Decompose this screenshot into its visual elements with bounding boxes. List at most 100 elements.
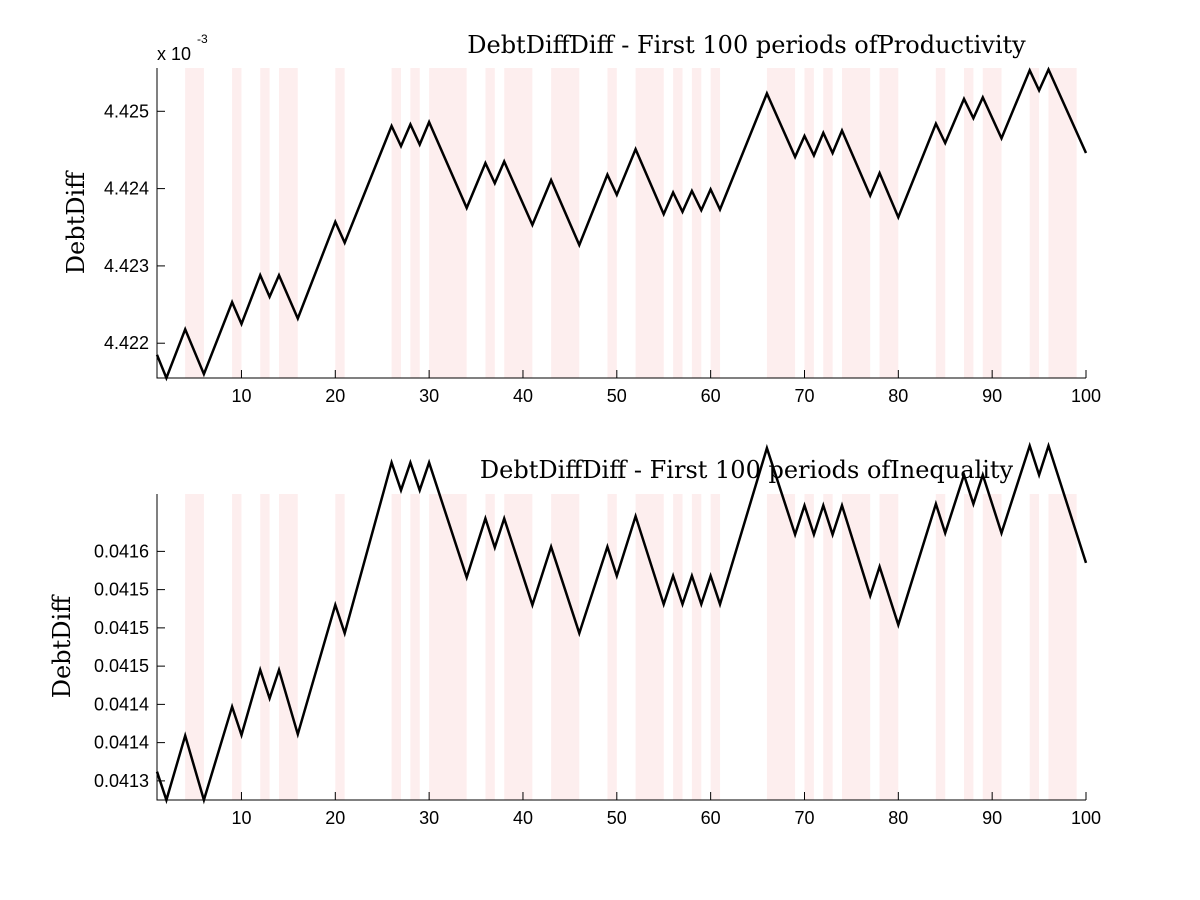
- x-tick-label: 20: [325, 386, 345, 406]
- x-tick-label: 30: [419, 808, 439, 828]
- shaded-band: [842, 494, 871, 800]
- shaded-band: [766, 68, 796, 378]
- shaded-band: [232, 494, 242, 800]
- shaded-band: [635, 68, 664, 378]
- y-axis-label: DebtDiff: [62, 170, 90, 274]
- shaded-band: [1048, 494, 1077, 800]
- y-tick-label: 4.423: [104, 256, 149, 276]
- shaded-band: [185, 494, 204, 800]
- y-tick-label: 0.0415: [94, 656, 149, 676]
- x-tick-label: 70: [794, 808, 814, 828]
- shaded-band: [551, 494, 580, 800]
- y-multiplier-label: x 10: [157, 44, 191, 64]
- shaded-band: [410, 68, 420, 378]
- shaded-band: [1048, 68, 1077, 378]
- shaded-band: [804, 68, 814, 378]
- y-tick-label: 0.0414: [94, 733, 149, 753]
- y-tick-label: 0.0415: [94, 580, 149, 600]
- shaded-band: [260, 494, 270, 800]
- productivity-panel: 10 20 30 40 50 60 70 80 90 100 4.4224.4234.4244.4…: [62, 31, 1101, 406]
- shaded-band: [185, 68, 204, 378]
- x-tick-label: 60: [701, 808, 721, 828]
- shaded-band: [551, 68, 580, 378]
- shaded-band: [964, 494, 974, 800]
- shaded-band: [335, 68, 345, 378]
- x-axis-ticks: 10 20 30 40 50 60 70 80 90 100: [231, 370, 1101, 406]
- debtdiff-series-line: [155, 66, 1088, 382]
- y-tick-label: 0.0414: [94, 694, 149, 714]
- shaded-band: [429, 494, 467, 800]
- x-tick-label: 80: [888, 808, 908, 828]
- shaded-band: [429, 68, 467, 378]
- y-tick-label: 0.0416: [94, 541, 149, 561]
- shaded-band: [504, 494, 533, 800]
- shaded-band: [804, 494, 814, 800]
- axes-box: [156, 68, 1086, 379]
- shaded-band: [1029, 68, 1040, 378]
- x-tick-label: 60: [701, 386, 721, 406]
- shaded-band: [879, 494, 899, 800]
- y-tick-label: 0.0413: [94, 771, 149, 791]
- shaded-band: [982, 68, 1002, 378]
- x-tick-label: 10: [231, 808, 251, 828]
- shaded-band: [982, 494, 1002, 800]
- shaded-band: [823, 494, 833, 800]
- shaded-bands: [185, 494, 1077, 800]
- shaded-band: [673, 68, 683, 378]
- x-tick-label: 100: [1071, 808, 1101, 828]
- x-tick-label: 40: [513, 386, 533, 406]
- y-tick-label: 4.424: [104, 179, 149, 199]
- shaded-band: [710, 494, 721, 800]
- x-tick-label: 80: [888, 386, 908, 406]
- shaded-band: [935, 494, 946, 800]
- debtdiff-series-line: [155, 441, 1088, 805]
- x-tick-label: 70: [794, 386, 814, 406]
- shaded-band: [766, 494, 796, 800]
- shaded-band: [691, 68, 702, 378]
- y-multiplier-exponent: -3: [197, 32, 208, 46]
- y-tick-label: 4.425: [104, 101, 149, 121]
- shaded-band: [278, 68, 298, 378]
- shaded-band: [260, 68, 270, 378]
- x-tick-label: 100: [1071, 386, 1101, 406]
- shaded-band: [673, 494, 683, 800]
- shaded-band: [823, 68, 833, 378]
- shaded-band: [935, 68, 946, 378]
- y-tick-label: 0.0415: [94, 618, 149, 638]
- shaded-band: [335, 494, 345, 800]
- shaded-band: [391, 68, 401, 378]
- x-tick-label: 50: [607, 808, 627, 828]
- x-tick-label: 10: [231, 386, 251, 406]
- shaded-band: [391, 494, 401, 800]
- shaded-band: [278, 494, 298, 800]
- shaded-band: [504, 68, 533, 378]
- shaded-band: [635, 494, 664, 800]
- x-axis-ticks: 10 20 30 40 50 60 70 80 90 100: [231, 792, 1101, 828]
- shaded-band: [1029, 494, 1040, 800]
- chart-title: DebtDiffDiff - First 100 periods ofInequ…: [480, 456, 1014, 484]
- y-axis-ticks: 0.0413 0.0414 0.0414 0.0415 0.0415 0.0415 0.04…: [94, 541, 165, 791]
- shaded-band: [964, 68, 974, 378]
- x-tick-label: 90: [982, 386, 1002, 406]
- shaded-band: [485, 494, 495, 800]
- y-axis-label: DebtDiff: [48, 594, 76, 698]
- inequality-panel: 10 20 30 40 50 60 70 80 90 100 0.0413 0.0414 0.0414…: [48, 441, 1101, 828]
- shaded-bands: [185, 68, 1077, 378]
- shaded-band: [842, 68, 871, 378]
- chart-title: DebtDiffDiff - First 100 periods ofProdu…: [467, 31, 1026, 59]
- x-tick-label: 20: [325, 808, 345, 828]
- x-tick-label: 50: [607, 386, 627, 406]
- axes-box: [156, 494, 1086, 801]
- shaded-band: [691, 494, 702, 800]
- y-axis-ticks: 4.422 4.423 4.424 4.425: [104, 101, 165, 353]
- shaded-band: [485, 68, 495, 378]
- shaded-band: [410, 494, 420, 800]
- y-tick-label: 4.422: [104, 333, 149, 353]
- shaded-band: [710, 68, 721, 378]
- shaded-band: [232, 68, 242, 378]
- shaded-band: [879, 68, 899, 378]
- x-tick-label: 30: [419, 386, 439, 406]
- shaded-band: [607, 68, 617, 378]
- x-tick-label: 40: [513, 808, 533, 828]
